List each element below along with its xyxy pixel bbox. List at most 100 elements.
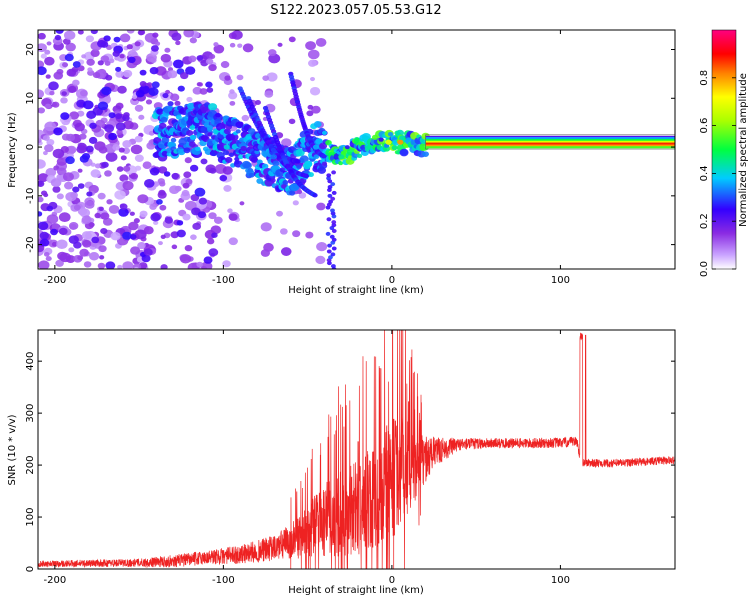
heatmap-cell: [79, 155, 89, 163]
heatmap-cell: [223, 144, 230, 150]
heatmap-cell: [108, 204, 120, 214]
heatmap-cell: [42, 151, 48, 156]
heatmap-cell: [69, 111, 80, 120]
heatmap-cell: [155, 66, 167, 76]
heatmap-cell: [228, 91, 238, 100]
heatmap-cell: [187, 102, 195, 110]
heatmap-cell: [66, 133, 76, 142]
heatmap-cell: [144, 178, 155, 188]
heatmap-cell: [42, 135, 50, 141]
heatmap-cell: [288, 36, 296, 43]
heatmap-x-axis-label: Height of straight line (km): [288, 285, 424, 296]
heatmap-cell: [149, 203, 157, 210]
heatmap-cell: [316, 242, 328, 252]
heatmap-cell: [234, 156, 240, 162]
snr-x-tick-label: -100: [212, 575, 235, 586]
heatmap-cell: [44, 103, 51, 109]
heatmap-cell: [49, 90, 55, 96]
heatmap-cell: [40, 53, 47, 59]
heatmap-cell: [219, 174, 228, 182]
heatmap-cell: [183, 171, 192, 178]
heatmap-cell: [181, 189, 190, 197]
heatmap-cell: [329, 226, 335, 231]
steady-band-layer: [425, 142, 675, 145]
heatmap-cell: [326, 217, 332, 222]
heatmap-cell: [206, 124, 214, 131]
heatmap-cell: [208, 64, 217, 72]
heatmap-cell: [171, 32, 182, 41]
heatmap-cell: [298, 192, 307, 199]
heatmap-cell: [158, 122, 167, 130]
snr-x-tick-label: -200: [44, 575, 67, 586]
colorbar-gradient: [711, 29, 737, 270]
heatmap-cell: [122, 231, 132, 240]
heatmap-cell: [105, 261, 116, 269]
heatmap-cell: [222, 260, 231, 268]
heatmap-cell: [327, 193, 333, 198]
heatmap-cell: [79, 89, 88, 97]
heatmap-cell: [117, 85, 127, 94]
heatmap-cell: [330, 208, 335, 213]
heatmap-cell: [97, 262, 106, 269]
heatmap-cell: [46, 205, 54, 212]
heatmap-y-axis-label: Frequency (Hz): [7, 112, 18, 188]
heatmap-cell: [242, 43, 254, 53]
heatmap-cell: [203, 256, 213, 264]
heatmap-cell: [167, 101, 174, 107]
heatmap-cell: [158, 181, 166, 187]
heatmap-cell: [158, 189, 166, 196]
heatmap-cell: [177, 148, 186, 156]
heatmap-cell: [229, 42, 236, 48]
heatmap-cell: [91, 236, 100, 244]
heatmap-x-tick-label: 100: [551, 275, 570, 286]
heatmap-cell: [115, 70, 124, 78]
heatmap-cell: [338, 161, 344, 166]
heatmap-cell: [44, 49, 51, 55]
heatmap-cell: [130, 246, 141, 255]
heatmap-cell: [277, 42, 283, 47]
heatmap-cell: [331, 220, 337, 225]
heatmap-cell: [167, 70, 178, 79]
heatmap-cell: [135, 89, 145, 98]
heatmap-cell: [118, 147, 125, 153]
steady-band-layer: [425, 144, 675, 147]
heatmap-cell: [241, 114, 250, 122]
heatmap-cell: [170, 137, 177, 143]
heatmap-y-tick-label: 0: [25, 144, 36, 150]
heatmap-cell: [77, 255, 84, 261]
heatmap-cell: [38, 196, 44, 203]
heatmap-cell: [108, 58, 115, 64]
heatmap-cell: [148, 87, 159, 96]
snr-y-tick-label: 400: [25, 352, 36, 371]
heatmap-cell: [145, 99, 153, 105]
heatmap-cell: [105, 74, 113, 81]
heatmap-cell: [199, 88, 208, 95]
heatmap-cell: [79, 208, 91, 218]
heatmap-cell: [235, 129, 241, 134]
heatmap-cell: [321, 154, 327, 159]
heatmap-cell: [397, 139, 404, 145]
heatmap-cell: [160, 53, 172, 63]
heatmap-cell: [52, 101, 60, 108]
heatmap-cell: [38, 89, 45, 99]
heatmap-cell: [189, 37, 197, 44]
heatmap-cell: [213, 44, 225, 54]
heatmap-cell: [134, 135, 143, 143]
heatmap-cell: [68, 235, 79, 244]
snr-y-ticks: 0 100 200 300 400: [25, 352, 675, 572]
heatmap-cell: [81, 215, 92, 224]
heatmap-cell: [316, 202, 326, 211]
heatmap-cell: [97, 60, 104, 66]
heatmap-cell: [45, 74, 51, 79]
heatmap-cell: [52, 186, 61, 193]
heatmap-cell: [101, 86, 112, 96]
heatmap-cell: [189, 141, 196, 148]
snr-plot-area: [38, 330, 675, 569]
heatmap-cell: [44, 121, 57, 132]
heatmap-cell: [229, 100, 236, 106]
heatmap-cell: [164, 47, 171, 53]
heatmap-cell: [209, 53, 216, 60]
heatmap-cell: [292, 200, 299, 206]
heatmap-cell: [325, 231, 331, 236]
heatmap-cell: [189, 134, 197, 140]
